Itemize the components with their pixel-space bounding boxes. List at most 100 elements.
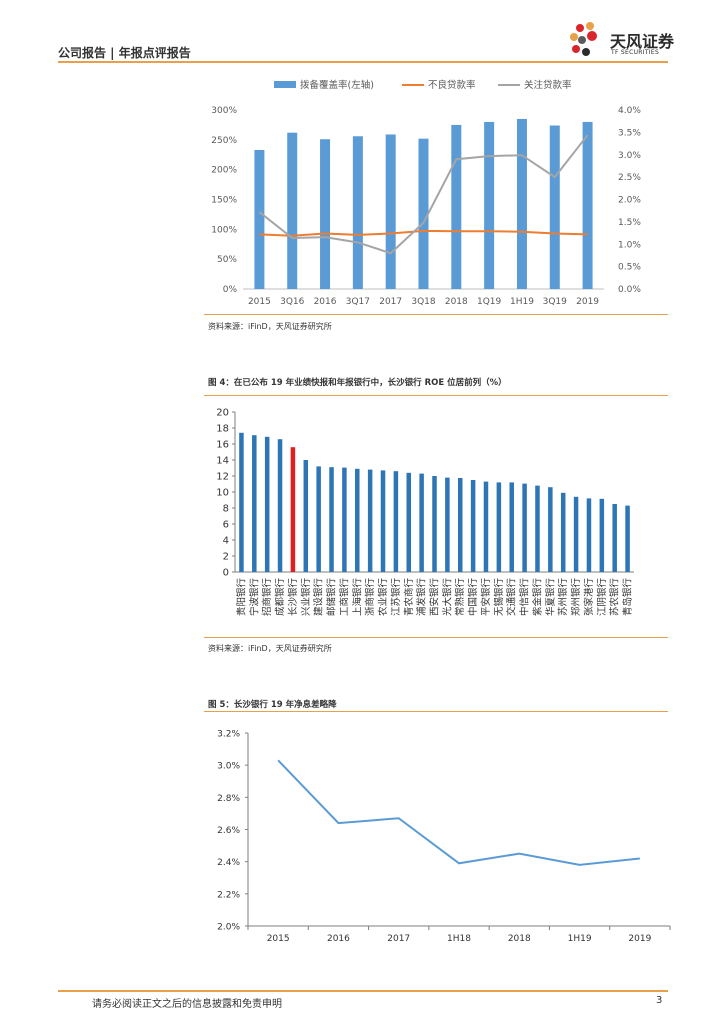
chart2-source: 资料来源：iFinD，天风证券研究所 xyxy=(208,644,332,653)
provision-coverage-bar xyxy=(451,124,462,290)
y-right-tick-label: 2.5% xyxy=(618,173,641,183)
roe-bar xyxy=(329,467,334,572)
roe-bar xyxy=(303,460,309,572)
y-right-tick-label: 3.0% xyxy=(618,151,641,161)
x-tick-label: 2018 xyxy=(508,934,531,944)
y-right-tick-label: 1.0% xyxy=(618,240,641,250)
x-tick-label: 3Q18 xyxy=(411,297,436,307)
nim-line xyxy=(277,759,640,866)
footer-divider xyxy=(58,990,668,992)
x-tick-label: 交通银行 xyxy=(506,578,518,617)
x-tick-label: 郑州银行 xyxy=(570,578,582,617)
x-tick-label: 长沙银行 xyxy=(287,578,299,617)
x-tick-label: 宁波银行 xyxy=(248,578,260,617)
roe-bar xyxy=(612,504,617,572)
report-type-label: 公司报告 | 年报点评报告 xyxy=(58,46,191,60)
page-number: 3 xyxy=(656,995,663,1006)
x-tick-label: 2019 xyxy=(576,297,599,307)
x-tick-label: 兴业银行 xyxy=(300,578,312,617)
roe-bar xyxy=(560,492,566,572)
y-tick-label: 14 xyxy=(216,456,229,467)
x-tick-label: 无锡银行 xyxy=(493,578,505,617)
x-tick-label: 3Q17 xyxy=(346,297,370,307)
x-tick-label: 江苏银行 xyxy=(390,578,402,617)
y-left-tick-label: 50% xyxy=(217,255,237,265)
roe-ranking-chart: 0 2 4 6 8 10 12 14 16 18 20 贵阳银行 宁波银行 招商银行 成都银行 长沙银行 兴业银… xyxy=(216,408,634,617)
x-tick-label: 中国银行 xyxy=(467,578,479,617)
roe-bar xyxy=(367,469,373,572)
x-tick-label: 青岛银行 xyxy=(622,578,634,617)
special-mention-ratio-line xyxy=(258,134,589,255)
roe-bar xyxy=(496,482,502,572)
x-tick-label: 2019 xyxy=(628,934,651,944)
x-tick-label: 紫金银行 xyxy=(531,578,543,617)
y-tick-label: 2.6% xyxy=(217,826,240,836)
x-tick-label: 浙商银行 xyxy=(364,578,376,617)
roe-bar xyxy=(586,498,592,572)
y-tick-label: 6 xyxy=(223,520,229,531)
provision-coverage-bar xyxy=(549,125,560,289)
roe-bar xyxy=(457,478,463,572)
x-tick-label: 2015 xyxy=(248,297,271,307)
x-tick-label: 农业银行 xyxy=(377,578,389,617)
roe-bar xyxy=(522,483,527,572)
figure4-title: 图 4：在已公布 19 年业绩快报和年报银行中，长沙银行 ROE 位居前列（%） xyxy=(208,378,507,388)
y-left-tick-label: 0% xyxy=(223,285,238,295)
x-tick-label: 常熟银行 xyxy=(454,578,466,617)
y-left-tick-label: 250% xyxy=(211,136,237,146)
y-right-tick-label: 1.5% xyxy=(618,218,641,228)
figure-divider xyxy=(204,637,668,638)
disclaimer-text: 请务必阅读正文之后的信息披露和免责申明 xyxy=(92,999,282,1010)
roe-bar xyxy=(432,476,437,572)
figure5-title: 图 5：长沙银行 19 年净息差略降 xyxy=(208,700,337,710)
provision-coverage-bar xyxy=(484,121,495,289)
y-tick-label: 16 xyxy=(216,440,229,451)
roe-bar xyxy=(316,466,321,572)
header-divider xyxy=(58,61,668,63)
tf-securities-logo: 天风证券 TF SECURITIES xyxy=(566,20,676,62)
x-tick-label: 上海银行 xyxy=(351,578,363,617)
provision-coverage-bar xyxy=(352,136,363,289)
figure-divider xyxy=(204,395,668,396)
roe-bar xyxy=(470,480,476,572)
x-tick-label: 华夏银行 xyxy=(544,578,556,617)
roe-bar xyxy=(342,467,347,572)
npl-ratio-line xyxy=(259,229,588,237)
y-left-tick-label: 100% xyxy=(211,225,237,235)
provision-coverage-bar xyxy=(385,134,396,289)
x-tick-label: 西安银行 xyxy=(429,578,441,617)
y-tick-label: 10 xyxy=(216,488,229,499)
roe-bar xyxy=(277,439,283,572)
provision-coverage-bar xyxy=(516,118,527,289)
roe-bar xyxy=(509,482,514,572)
provision-coverage-bar xyxy=(320,139,331,289)
y-right-tick-label: 3.5% xyxy=(618,128,641,138)
roe-bar xyxy=(535,485,540,572)
y-left-tick-label: 300% xyxy=(211,106,237,116)
changsha-bank-bar xyxy=(290,447,296,572)
logo-name: 天风证券 xyxy=(610,32,675,51)
provision-coverage-bar xyxy=(254,149,265,289)
chart1-source: 资料来源：iFinD，天风证券研究所 xyxy=(208,322,332,331)
x-tick-label: 平安银行 xyxy=(480,578,492,617)
x-tick-label: 建设银行 xyxy=(313,578,325,617)
x-tick-label: 1H19 xyxy=(510,297,534,307)
roe-bar xyxy=(573,496,579,572)
x-tick-label: 2018 xyxy=(445,297,468,307)
x-tick-label: 2016 xyxy=(314,297,337,307)
roe-bar xyxy=(380,470,386,572)
roe-bar xyxy=(252,435,257,572)
y-tick-label: 12 xyxy=(216,472,229,483)
y-right-tick-label: 0.5% xyxy=(618,263,641,273)
logo-subtitle: TF SECURITIES xyxy=(611,49,660,56)
roe-bar xyxy=(445,477,450,572)
x-tick-label: 张家港行 xyxy=(583,578,595,617)
x-tick-label: 3Q16 xyxy=(280,297,305,307)
x-tick-label: 招商银行 xyxy=(261,578,273,617)
x-tick-label: 中信银行 xyxy=(519,578,531,617)
x-tick-label: 贵阳银行 xyxy=(235,578,247,617)
x-tick-label: 江阴银行 xyxy=(596,578,608,617)
x-tick-label: 1H19 xyxy=(568,934,592,944)
roe-bar xyxy=(393,471,399,572)
roe-bar xyxy=(264,436,270,572)
